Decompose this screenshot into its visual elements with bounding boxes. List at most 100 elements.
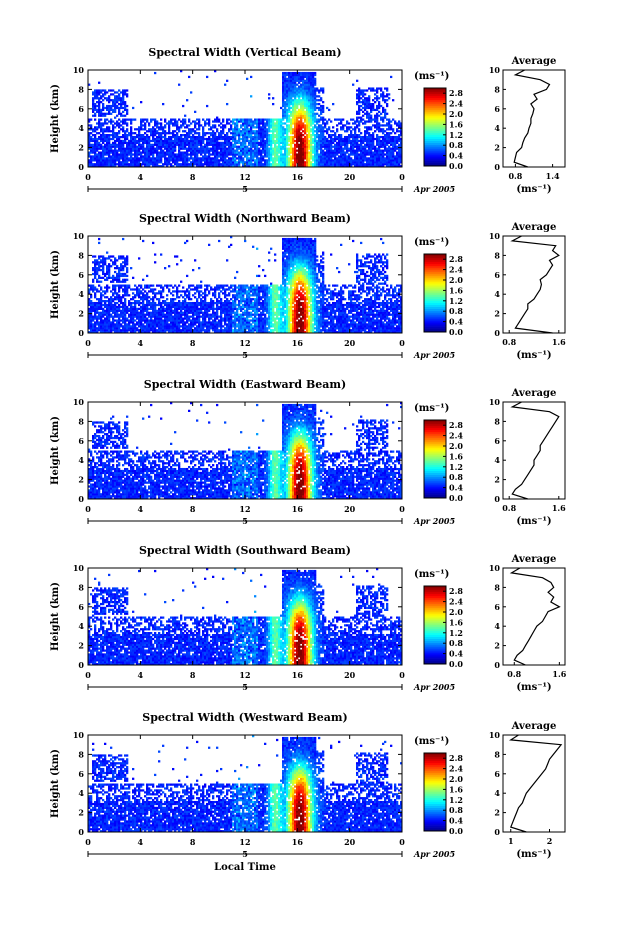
heatmap-cell — [128, 159, 131, 162]
heatmap-cell — [208, 147, 211, 150]
heatmap-cell — [300, 124, 303, 127]
heatmap-cell — [260, 132, 263, 135]
heatmap-cell — [314, 165, 317, 168]
heatmap-cell — [386, 134, 389, 137]
heatmap-cell — [98, 159, 101, 162]
heatmap-cell — [106, 331, 109, 334]
heatmap-cell — [222, 153, 225, 156]
heatmap-cell — [358, 95, 361, 98]
heatmap-cell — [104, 290, 107, 293]
heatmap-cell — [196, 139, 199, 143]
heatmap-cell — [270, 149, 273, 152]
heatmap-cell — [308, 114, 311, 117]
heatmap-cell — [126, 157, 129, 160]
heatmap-cell — [170, 137, 173, 141]
heatmap-cell — [174, 134, 177, 137]
heatmap-cell — [304, 157, 307, 160]
heatmap-cell — [344, 139, 347, 143]
heatmap-cell — [308, 153, 311, 156]
heatmap-cell — [180, 134, 183, 137]
heatmap-cell — [120, 135, 123, 139]
heatmap-cell — [160, 161, 163, 164]
heatmap-cell — [392, 143, 395, 146]
heatmap-cell — [346, 120, 349, 123]
heatmap-cell — [304, 153, 307, 156]
heatmap-cell — [164, 331, 167, 334]
heatmap-cell — [262, 145, 265, 148]
heatmap-cell — [312, 151, 315, 154]
heatmap-cell — [102, 270, 105, 274]
heatmap-cell — [150, 143, 153, 146]
heatmap-cell — [134, 151, 137, 154]
heatmap-cell — [104, 305, 107, 309]
heatmap-cell — [282, 128, 285, 131]
heatmap-cell — [132, 132, 135, 135]
heatmap-cell — [372, 106, 375, 110]
heatmap-cell — [238, 159, 241, 162]
heatmap-cell — [164, 327, 167, 330]
heatmap-cell — [104, 292, 107, 295]
heatmap-cell — [106, 108, 109, 112]
heatmap-cell — [150, 305, 153, 309]
colorbar-segment — [424, 127, 446, 130]
heatmap-cell — [148, 313, 151, 316]
heatmap-cell — [136, 141, 139, 145]
panel-1: Spectral Width (Vertical Beam)Height (km… — [50, 46, 566, 195]
heatmap-cell — [162, 143, 165, 146]
heatmap-cell — [298, 97, 301, 100]
heatmap-cell — [364, 89, 367, 92]
x-tick-label: 0 — [399, 172, 405, 182]
heatmap-cell — [142, 315, 145, 318]
heatmap-cell — [210, 153, 213, 156]
heatmap-cell — [360, 116, 363, 119]
heatmap-cell — [306, 83, 309, 86]
heatmap-cell — [172, 157, 175, 160]
heatmap-cell — [296, 101, 299, 104]
heatmap-cell — [164, 151, 167, 154]
heatmap-cell — [90, 132, 93, 135]
heatmap-cell — [278, 143, 281, 146]
heatmap-cell — [96, 101, 99, 104]
colorbar-segment — [424, 111, 446, 114]
heatmap-cell — [142, 327, 145, 330]
heatmap-cell — [214, 126, 217, 129]
heatmap-cell — [240, 120, 243, 123]
heatmap-cell — [88, 120, 91, 123]
heatmap-cell — [312, 75, 315, 79]
heatmap-cell — [308, 99, 311, 102]
heatmap-cell — [302, 147, 305, 150]
heatmap-cell — [394, 165, 397, 168]
heatmap-cell — [254, 161, 257, 164]
heatmap-cell — [278, 159, 281, 162]
heatmap-cell — [368, 97, 371, 100]
heatmap-cell — [384, 114, 387, 117]
heatmap-cell — [286, 89, 289, 92]
heatmap-cell — [232, 159, 235, 162]
heatmap-cell — [170, 159, 173, 162]
heatmap-cell — [170, 145, 173, 148]
heatmap-cell — [312, 118, 315, 121]
heatmap-cell — [356, 126, 359, 129]
heatmap-cell — [178, 139, 181, 143]
heatmap-cell — [140, 118, 143, 121]
heatmap-cell — [126, 149, 129, 152]
heatmap-cell — [304, 161, 307, 164]
heatmap-cell — [304, 75, 307, 79]
heatmap-cell — [214, 153, 217, 156]
heatmap-cell — [108, 274, 111, 278]
heatmap-cell — [316, 135, 319, 139]
heatmap-cell — [302, 155, 305, 158]
heatmap-cell — [98, 321, 101, 324]
heatmap-cell — [264, 145, 267, 148]
heatmap-cell — [152, 130, 155, 133]
heatmap-cell — [362, 110, 365, 113]
heatmap-cell — [106, 118, 109, 121]
heatmap-cell — [236, 153, 239, 156]
heatmap-cell — [128, 147, 131, 150]
heatmap-cell — [118, 270, 121, 274]
heatmap-cell — [336, 157, 339, 160]
heatmap-cell — [384, 135, 387, 139]
heatmap-cell — [362, 141, 365, 145]
heatmap-cell — [162, 151, 165, 154]
heatmap-cell — [154, 294, 157, 297]
